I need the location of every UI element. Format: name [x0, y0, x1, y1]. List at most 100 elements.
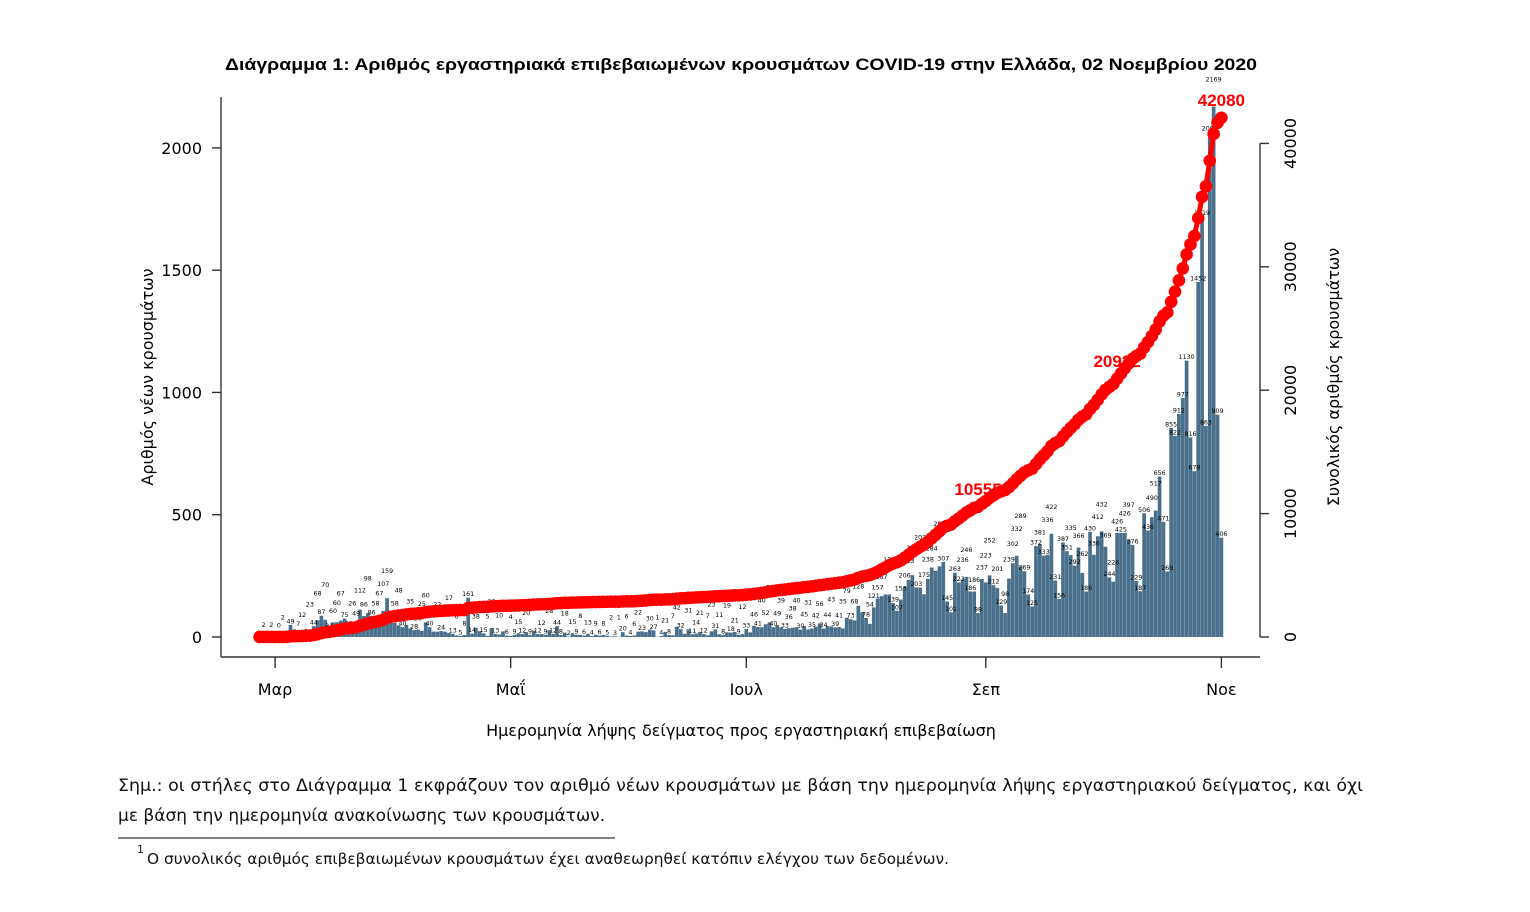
- bar-label-2020-05-28: 3: [613, 630, 617, 637]
- bar-label-2020-09-07: 239: [1003, 556, 1015, 563]
- bar-label-2020-07-12: 36: [785, 614, 793, 621]
- bar-label-2020-07-23: 43: [827, 597, 835, 604]
- bar-label-2020-06-13: 42: [673, 605, 681, 612]
- bar-label-2020-03-17: 60: [333, 600, 341, 607]
- bar-label-2020-05-12: 12: [549, 628, 557, 635]
- bar-2020-05-25: [601, 635, 606, 637]
- bar-label-2020-07-18: 35: [808, 622, 816, 629]
- bar-label-2020-04-18: 5: [458, 629, 462, 636]
- bar-label-2020-04-19: 8: [462, 621, 466, 628]
- y-axis-left-title: Αριθμός νέων κρουσμάτων: [138, 268, 157, 485]
- bar-2020-07-18: [810, 628, 814, 637]
- bar-label-2020-05-01: 4: [509, 614, 513, 621]
- bar-2020-07-30: [856, 605, 861, 637]
- bar-2020-06-02: [632, 635, 637, 637]
- bar-label-2020-05-06: 9: [528, 628, 532, 635]
- bar-2020-04-09: [423, 622, 428, 637]
- bar-label-2020-07-14: 40: [793, 597, 801, 604]
- bar-2020-10-25: [1192, 471, 1197, 637]
- bar-label-2020-04-25: 5: [486, 614, 490, 621]
- bar-2020-06-27: [728, 632, 733, 637]
- bar-2020-04-19: [462, 635, 467, 637]
- bar-label-2020-04-10: 40: [426, 621, 434, 628]
- bar-label-2020-08-04: 157: [872, 584, 884, 591]
- bar-2020-04-04: [404, 624, 409, 637]
- bar-label-2020-07-01: 33: [742, 622, 750, 629]
- bar-label-2020-10-28: 863: [1200, 419, 1212, 426]
- cumulative-annotation-2020-10-05: 20922: [1093, 352, 1140, 371]
- cumulative-point-2020-10-20: [1168, 285, 1182, 299]
- bar-2020-09-07: [1007, 578, 1011, 637]
- bar-2020-10-11: [1138, 591, 1143, 637]
- bar-label-2020-07-15: 30: [796, 623, 804, 630]
- y-right-tick-label-40000: 40000: [1281, 118, 1300, 169]
- bar-label-2020-10-20: 822: [1169, 429, 1181, 436]
- bar-label-2020-06-22: 23: [708, 601, 716, 608]
- bar-2020-06-17: [690, 634, 695, 637]
- bar-label-2020-03-03: 2: [281, 614, 285, 621]
- bar-label-2020-07-17: 31: [804, 600, 812, 607]
- bar-2020-05-01: [508, 636, 513, 637]
- bar-2020-09-21: [1061, 542, 1065, 637]
- y-axis-left: 0 500 1000 1500 2000: [161, 139, 221, 647]
- bar-label-2020-02-27: 2: [261, 622, 265, 629]
- bar-label-2020-08-31: 237: [976, 565, 988, 572]
- bar-2020-08-05: [879, 596, 884, 637]
- bar-2020-04-08: [420, 630, 424, 637]
- bar-label-2020-05-30: 20: [619, 626, 627, 633]
- y-axis-right: 0 10000 20000 30000 40000: [1259, 118, 1300, 642]
- bar-2020-08-28: [968, 591, 973, 637]
- bar-label-2020-08-03: 121: [868, 593, 880, 600]
- bar-2020-10-07: [1122, 532, 1127, 637]
- cumulative-point-2020-10-28: [1199, 179, 1213, 193]
- bar-label-2020-07-04: 41: [754, 620, 762, 627]
- bar-label-2020-06-04: 23: [638, 625, 646, 632]
- bar-label-2020-09-21: 387: [1057, 536, 1069, 543]
- bar-2020-04-21: [470, 633, 474, 637]
- bar-2020-08-04: [875, 598, 880, 637]
- bar-label-2020-07-09: 49: [773, 611, 781, 618]
- cumulative-point-2020-10-18: [1161, 306, 1174, 319]
- y-left-tick-label-1000: 1000: [161, 383, 202, 402]
- chart-title: Διάγραμμα 1: Αριθμός εργαστηριακά επιβεβ…: [225, 55, 1257, 74]
- bar-2020-09-04: [995, 587, 1000, 637]
- bar-2020-04-03: [400, 627, 405, 637]
- bar-label-2020-04-15: 17: [445, 595, 453, 602]
- bar-2020-05-07: [532, 630, 536, 637]
- bar-label-2020-07-22: 44: [823, 612, 831, 619]
- bar-label-2020-08-02: 54: [866, 602, 874, 609]
- bar-2020-10-12: [1142, 513, 1146, 637]
- x-tick-label-2020-05-01: Μαΐ: [496, 679, 526, 699]
- cumulative-annotation-2020-11-01: 42080: [1198, 91, 1245, 110]
- cumulative-point-2020-10-23: [1180, 248, 1193, 261]
- bar-label-2020-04-03: 40: [399, 621, 407, 628]
- bar-2020-06-30: [740, 634, 745, 637]
- bar-label-2020-07-27: 79: [843, 588, 851, 595]
- bar-label-2020-10-22: 977: [1177, 392, 1189, 399]
- bar-2020-05-06: [528, 634, 532, 637]
- bar-2020-10-21: [1177, 413, 1181, 637]
- bar-2020-09-06: [1003, 613, 1007, 637]
- bar-2020-06-28: [732, 631, 737, 637]
- bar-2020-08-27: [964, 576, 969, 637]
- bar-2020-07-29: [852, 620, 857, 637]
- bar-label-2020-03-05: 49: [287, 619, 295, 626]
- bar-2020-10-09: [1130, 545, 1135, 637]
- bar-2020-03-13: [319, 615, 324, 637]
- bar-2020-05-19: [578, 635, 583, 637]
- bar-2020-06-25: [721, 635, 725, 637]
- bar-2020-08-12: [906, 580, 911, 637]
- bar-label-2020-10-02: 369: [1099, 532, 1111, 539]
- bar-label-2020-09-01: 223: [980, 553, 992, 560]
- bar-label-2020-10-17: 471: [1157, 515, 1169, 522]
- x-tick-label-2020-09-01: Σεπ: [972, 680, 1001, 699]
- bar-2020-06-18: [694, 633, 698, 637]
- bar-2020-05-18: [574, 634, 579, 637]
- bar-2020-08-03: [871, 607, 876, 637]
- bar-label-2020-08-27: 246: [960, 547, 972, 554]
- bar-label-2020-09-19: 231: [1049, 574, 1061, 581]
- bar-label-2020-04-02: 48: [395, 588, 403, 595]
- bar-label-2020-04-17: 6: [455, 613, 459, 620]
- bar-label-2020-07-25: 41: [835, 613, 843, 620]
